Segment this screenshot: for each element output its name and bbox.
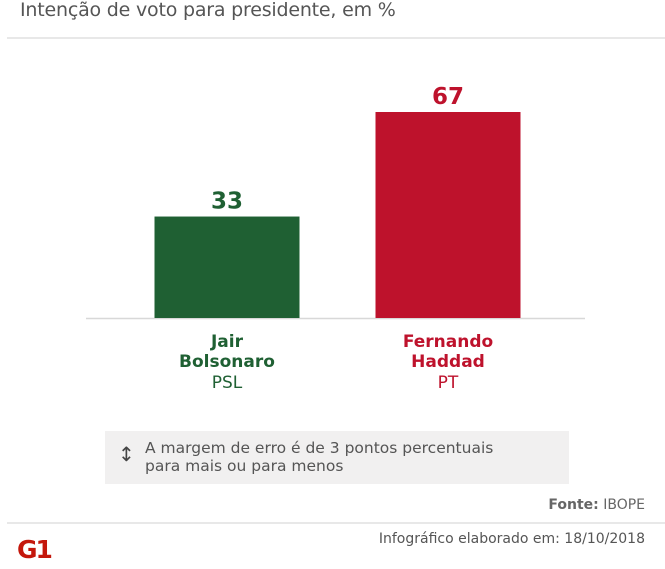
vertical-arrows-icon: ↕ bbox=[118, 442, 135, 466]
bar-2 bbox=[375, 112, 521, 318]
source-label: Fonte: bbox=[548, 497, 599, 513]
note-text: A margem de erro é de 3 pontos percentua… bbox=[145, 439, 493, 475]
logo-text: G1 bbox=[17, 536, 52, 560]
top-divider bbox=[7, 37, 665, 39]
data-label-2: 67 bbox=[432, 84, 464, 110]
data-label-1: 33 bbox=[211, 189, 243, 215]
category-party-1: PSL bbox=[212, 373, 243, 393]
category-name-line1-1: Jair bbox=[210, 332, 244, 352]
g1-logo-icon: G1 bbox=[17, 536, 54, 560]
chart-subtitle: Intenção de voto para presidente, em % bbox=[20, 0, 396, 21]
infographic-date: Infográfico elaborado em: 18/10/2018 bbox=[378, 531, 645, 547]
bar-1 bbox=[154, 216, 300, 318]
category-name-line2-1: Bolsonaro bbox=[179, 352, 275, 372]
note-line-1: A margem de erro é de 3 pontos percentua… bbox=[145, 439, 494, 457]
margin-of-error-note: ↕ A margem de erro é de 3 pontos percent… bbox=[105, 431, 569, 484]
note-line-2: para mais ou para menos bbox=[145, 457, 344, 475]
bottom-divider bbox=[7, 522, 665, 524]
source: Fonte: IBOPE bbox=[548, 497, 645, 513]
source-value: IBOPE bbox=[603, 497, 645, 513]
category-party-2: PT bbox=[438, 373, 459, 393]
category-name-line1-2: Fernando bbox=[403, 332, 493, 352]
category-name-line2-2: Haddad bbox=[411, 352, 485, 372]
